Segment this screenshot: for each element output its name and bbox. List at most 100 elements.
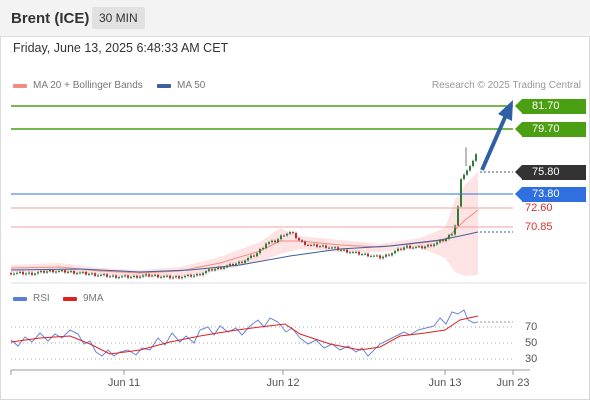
candle-body <box>340 249 342 251</box>
candle-body <box>91 273 93 275</box>
candle-body <box>409 245 411 249</box>
candle-body <box>403 247 405 250</box>
candle-body <box>466 170 468 175</box>
candle-body <box>448 235 450 239</box>
candle-body <box>364 253 366 255</box>
candle-body <box>217 267 219 269</box>
candle-body <box>229 263 231 266</box>
ma50-line <box>10 231 479 273</box>
candle-body <box>358 251 360 255</box>
candle-body <box>52 270 54 273</box>
rsi-ma-line <box>10 315 479 355</box>
candle-body <box>418 246 420 248</box>
candle-body <box>10 273 12 275</box>
price-candles <box>10 147 477 280</box>
candle-body <box>415 246 417 248</box>
candle-body <box>421 246 423 249</box>
rsi-label: RSI <box>33 293 50 304</box>
candle-body <box>385 254 387 257</box>
candle-body <box>295 232 297 239</box>
level-label-72-60: 72.60 <box>525 202 553 214</box>
candle-body <box>454 225 456 235</box>
candle-body <box>457 206 459 226</box>
candle-body <box>334 247 336 249</box>
x-label-jun13: Jun 13 <box>428 377 462 389</box>
rsi-swatch <box>13 296 27 301</box>
candle-body <box>394 251 396 254</box>
candle-body <box>61 270 63 272</box>
candle-body <box>136 275 138 278</box>
candle-body <box>184 276 186 278</box>
candle-body <box>22 271 24 275</box>
candle-body <box>376 255 378 257</box>
candle-body <box>352 252 354 254</box>
ma20-line <box>10 209 479 274</box>
candle-body <box>145 274 147 276</box>
candle-body <box>331 247 333 249</box>
candle-body <box>247 258 249 261</box>
candle-body <box>274 240 276 243</box>
candle-body <box>208 269 210 272</box>
candle-body <box>106 274 108 277</box>
candle-body <box>211 269 213 271</box>
candle-body <box>253 255 255 257</box>
candle-body <box>214 268 216 271</box>
candle-body <box>193 275 195 277</box>
candle-body <box>397 248 399 252</box>
candle-body <box>367 253 369 257</box>
ma50-swatch <box>157 83 171 88</box>
candle-body <box>154 274 156 276</box>
candle-body <box>268 242 270 244</box>
candle-body <box>46 271 48 273</box>
candle-body <box>88 273 90 275</box>
candle-body <box>463 174 465 180</box>
candle-body <box>85 271 87 275</box>
candle-body <box>76 273 78 275</box>
candle-body <box>442 240 444 242</box>
candle-body <box>322 245 324 247</box>
title-bar: Brent (ICE) 30 MIN <box>0 0 590 37</box>
candle-body <box>121 276 123 278</box>
candle-body <box>25 273 27 275</box>
legend-rsi-ma: 9MA <box>63 293 104 304</box>
candle-body <box>73 271 75 274</box>
candle-body <box>160 276 162 278</box>
candle-body <box>349 252 351 254</box>
candle-body <box>286 233 288 236</box>
datetime-label: Friday, June 13, 2025 6:48:33 AM CET <box>13 41 229 55</box>
candle-body <box>244 260 246 263</box>
candle-body <box>220 267 222 269</box>
candle-body <box>148 274 150 277</box>
x-label-jun11: Jun 11 <box>107 377 141 389</box>
candle-body <box>406 245 408 248</box>
candle-body <box>118 277 120 279</box>
rsi-axis-30: 30 <box>525 353 538 365</box>
candle-body <box>436 242 438 245</box>
candle-body <box>460 179 462 207</box>
candle-body <box>370 255 372 257</box>
candle-body <box>382 256 384 259</box>
candle-body <box>475 154 477 161</box>
candle-body <box>469 166 471 171</box>
candle-body <box>40 270 42 273</box>
candle-body <box>82 271 84 273</box>
candle-body <box>202 273 204 276</box>
candle-body <box>361 254 363 256</box>
candle-body <box>19 271 21 273</box>
candle-body <box>271 240 273 243</box>
candle-body <box>109 276 111 278</box>
ma50-label: MA 50 <box>177 80 206 91</box>
timeframe-badge[interactable]: 30 MIN <box>92 7 145 29</box>
candle-body <box>235 263 237 266</box>
candle-body <box>337 247 339 251</box>
candle-body <box>130 276 132 278</box>
candle-body <box>328 247 330 249</box>
candle-body <box>124 275 126 277</box>
candle-body <box>379 255 381 259</box>
candle-body <box>355 251 357 253</box>
candle-body <box>100 274 102 276</box>
legend-rsi: RSI <box>13 293 50 304</box>
candle-body <box>142 275 144 277</box>
x-label-jun23: Jun 23 <box>496 377 530 389</box>
